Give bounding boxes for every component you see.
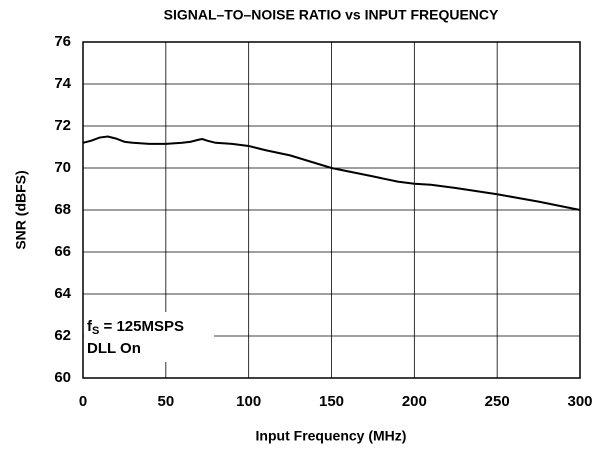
x-tick-label: 50 [157,393,174,410]
y-tick-label: 62 [54,327,71,344]
annotation-subscript: S [92,325,99,337]
annotation-box [84,312,214,362]
y-tick-label: 76 [54,33,71,50]
x-tick-label: 0 [79,393,87,410]
y-tick-label: 66 [54,243,71,260]
data-line [82,135,581,211]
y-tick-label: 72 [54,117,71,134]
y-tick-label: 64 [54,285,71,302]
x-tick-label: 250 [485,393,510,410]
x-tick-label: 100 [236,393,261,410]
y-tick-label: 74 [54,75,71,92]
y-tick-label: 70 [54,159,71,176]
x-tick-label: 300 [567,393,592,410]
annotation: fS = 125MSPS [87,318,184,337]
x-tick-label: 150 [319,393,344,410]
annotation: DLL On [87,340,141,357]
y-tick-label: 60 [54,369,71,386]
annotation-text: = 125MSPS [99,318,184,335]
y-tick-label: 68 [54,201,71,218]
x-tick-label: 200 [402,393,427,410]
x-axis-label: Input Frequency (MHz) [256,428,407,444]
y-axis-label: SNR (dBFS) [13,170,29,249]
annotation-symbol: f [87,318,93,335]
chart-title: SIGNAL–TO–NOISE RATIO vs INPUT FREQUENCY [164,7,499,23]
